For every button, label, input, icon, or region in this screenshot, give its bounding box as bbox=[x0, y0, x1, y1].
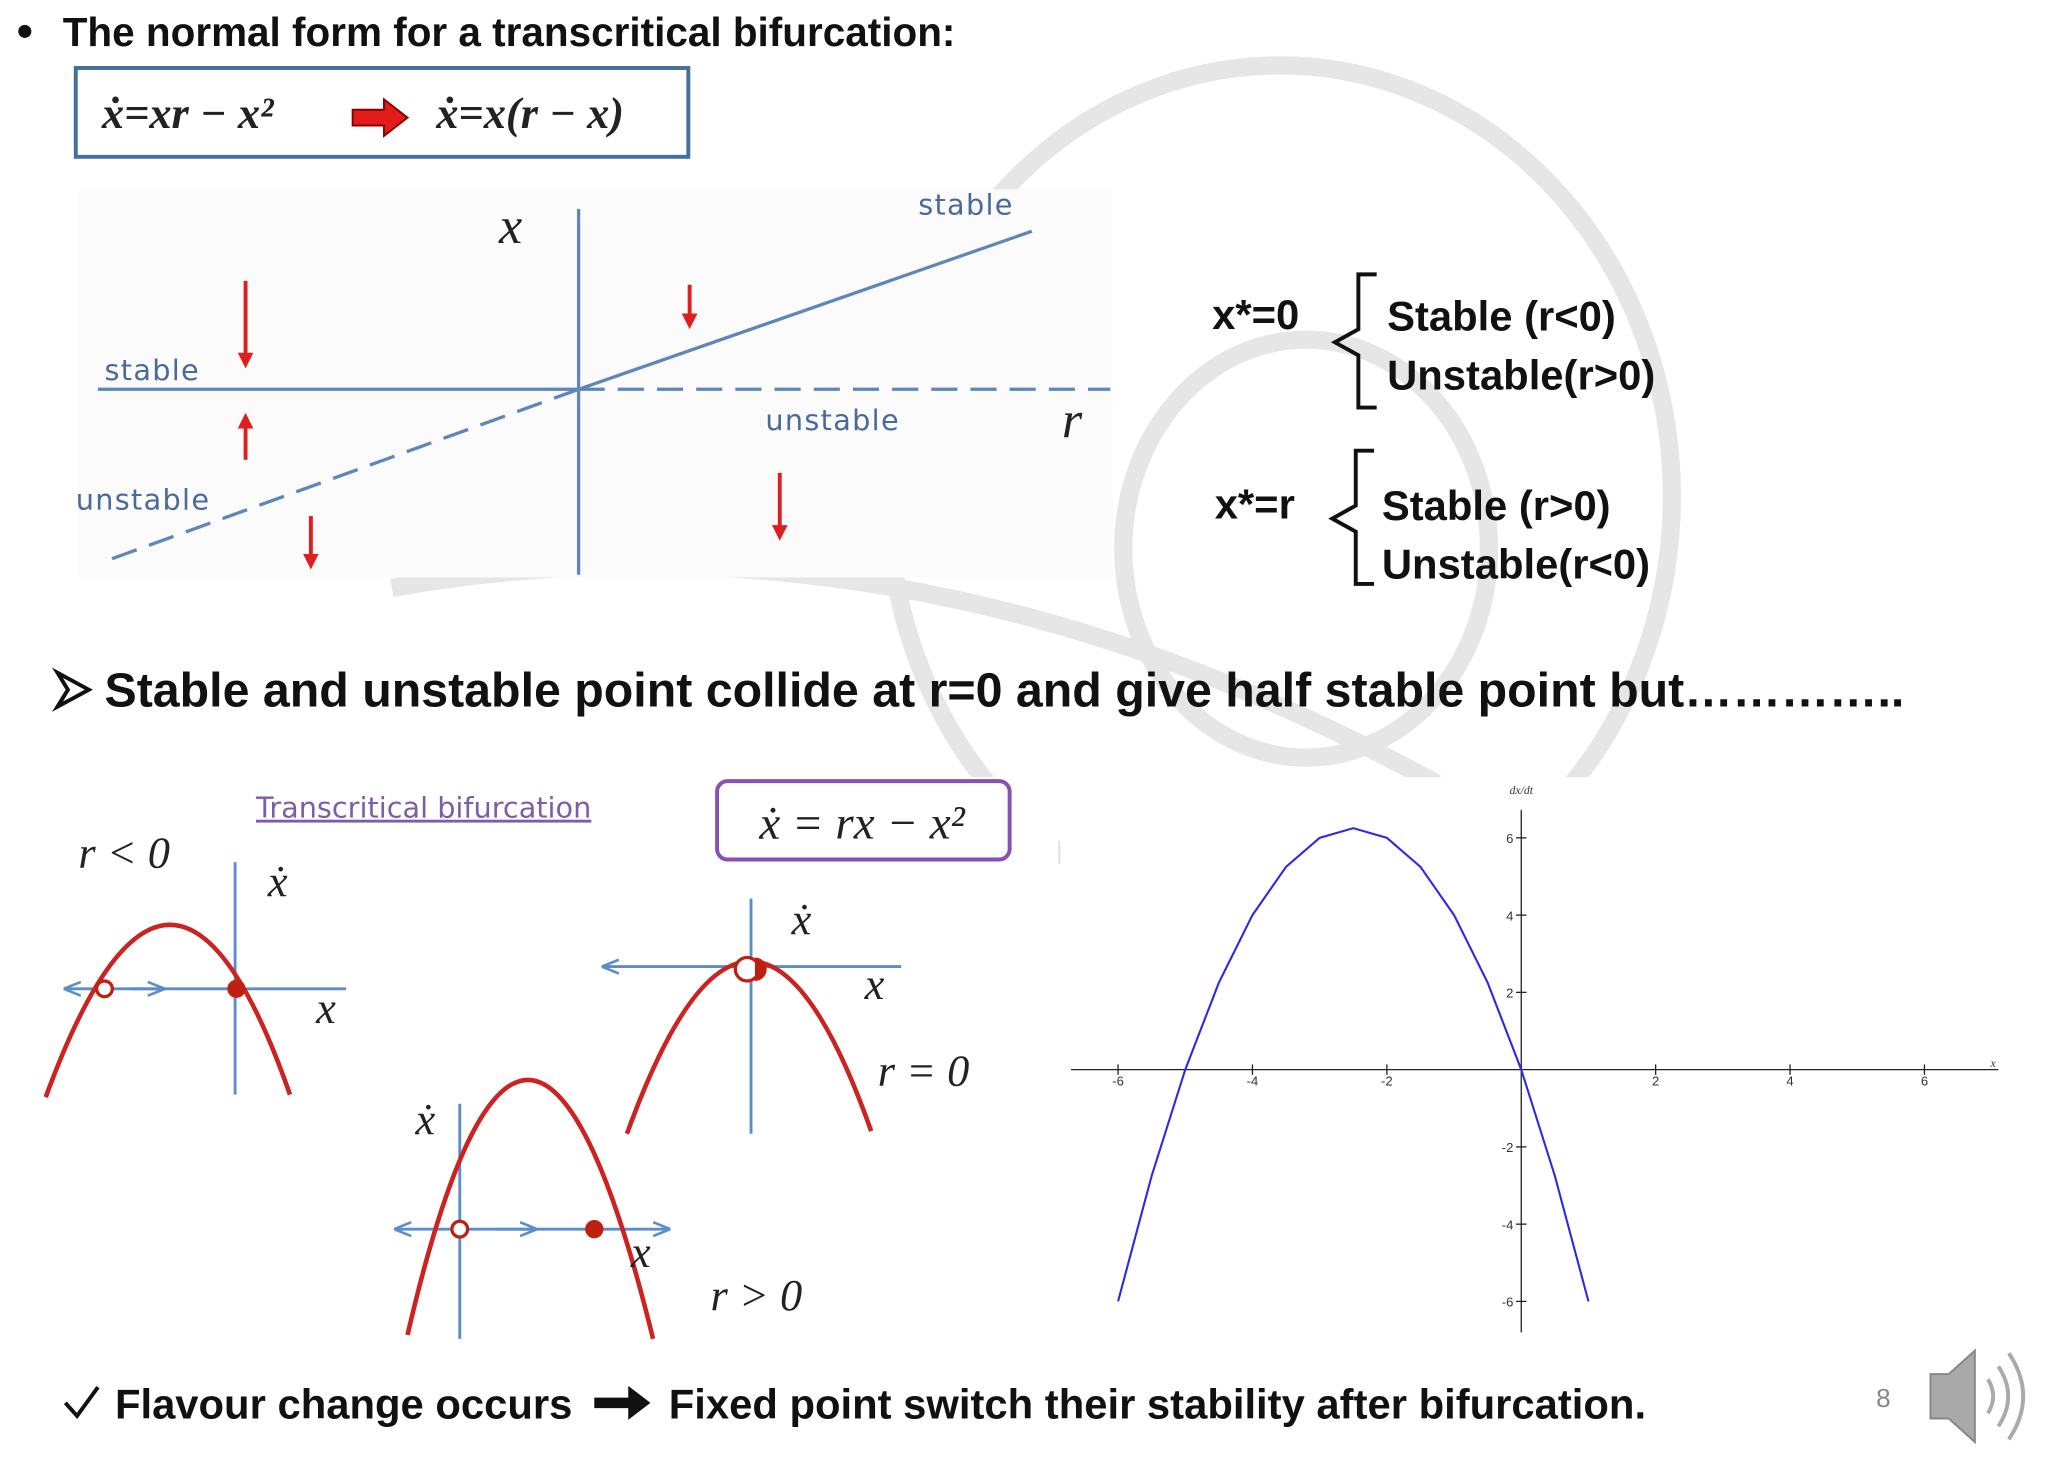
x-tick-label: 6 bbox=[1921, 1073, 1928, 1088]
bifurcation-diagram: x r stable stable unstable unstable bbox=[76, 187, 1113, 578]
statement: Stable and unstable point collide at r=0… bbox=[104, 664, 1904, 718]
axis-label: x bbox=[315, 983, 336, 1033]
flow-arrows bbox=[237, 280, 788, 570]
branch-label: stable bbox=[918, 187, 1014, 221]
phase-portraits: Transcritical bifurcation ẋ = rx − x² r … bbox=[43, 777, 1058, 1346]
arrow bbox=[594, 1385, 651, 1420]
portrait-title: Transcritical bifurcation bbox=[255, 791, 591, 825]
page-number: 8 bbox=[1876, 1383, 1891, 1413]
axis-label: ẋ bbox=[414, 1094, 435, 1144]
bullet-dot bbox=[18, 24, 32, 38]
x-tick-label: 4 bbox=[1786, 1073, 1793, 1088]
stable-branch bbox=[578, 229, 1033, 391]
x-tick-label: -2 bbox=[1381, 1073, 1393, 1088]
condition: r = 0 bbox=[878, 1045, 970, 1095]
axis-label: r bbox=[1062, 392, 1083, 450]
branch-label: stable bbox=[104, 353, 200, 387]
y-tick-label: 2 bbox=[1506, 986, 1513, 1001]
equation-box bbox=[715, 779, 1012, 862]
y-tick-label: -6 bbox=[1502, 1295, 1514, 1310]
x-tick-label: -4 bbox=[1247, 1073, 1259, 1088]
fixed-point: x*=0 bbox=[1212, 291, 1299, 338]
stability: Stable (r>0) bbox=[1382, 482, 1611, 529]
fixed-point: x*=r bbox=[1215, 481, 1295, 528]
fixed-points: x*=0 Stable (r<0) Unstable(r>0) x*=r Sta… bbox=[1212, 272, 1655, 588]
unstable-branch bbox=[110, 387, 580, 561]
axis-label: x bbox=[630, 1227, 651, 1277]
arrow bbox=[351, 97, 410, 138]
axis-label: ẋ bbox=[267, 856, 288, 906]
conclusion: Flavour change occurs bbox=[115, 1381, 572, 1428]
axis-label: x bbox=[498, 197, 522, 255]
equation: ẋ=x(r − x) bbox=[435, 88, 624, 138]
branch-label: unstable bbox=[765, 403, 900, 437]
brace bbox=[1328, 448, 1375, 586]
chart-background bbox=[1060, 777, 2021, 1339]
equation: ẋ = rx − x² bbox=[758, 798, 965, 850]
arrow-bullet bbox=[51, 667, 93, 712]
stable-point bbox=[227, 979, 246, 998]
conclusion: Fixed point switch their stability after… bbox=[669, 1381, 1646, 1428]
condition: r > 0 bbox=[711, 1270, 803, 1320]
equation: ẋ=xr − x² bbox=[101, 88, 275, 138]
unstable-point bbox=[450, 1219, 470, 1239]
bullet-text: The normal form for a transcritical bifu… bbox=[63, 9, 956, 55]
condition: r < 0 bbox=[78, 827, 170, 877]
parabola bbox=[43, 922, 293, 1098]
y-tick-label: 6 bbox=[1506, 831, 1513, 846]
y-tick-label: 4 bbox=[1506, 908, 1513, 923]
axis-label: ẋ bbox=[791, 894, 812, 944]
x-tick-label: -6 bbox=[1112, 1073, 1124, 1088]
parabola bbox=[405, 1077, 656, 1340]
stability: Stable (r<0) bbox=[1387, 293, 1616, 340]
x-tick-label: 2 bbox=[1652, 1073, 1659, 1088]
curve bbox=[1117, 827, 1590, 1302]
y-tick-label: -4 bbox=[1502, 1217, 1514, 1232]
x-axis-label: x bbox=[1990, 1057, 1997, 1070]
half-stable-point bbox=[754, 957, 767, 981]
stability: Unstable(r>0) bbox=[1387, 351, 1655, 398]
portrait-background bbox=[45, 777, 1058, 1346]
y-axis-label: dx/dt bbox=[1510, 784, 1534, 797]
checkmark bbox=[63, 1386, 100, 1420]
branch-label: unstable bbox=[76, 482, 211, 516]
unstable-point bbox=[95, 979, 114, 999]
stable-point bbox=[585, 1219, 604, 1239]
y-tick-label: -2 bbox=[1502, 1140, 1514, 1155]
brace bbox=[1330, 272, 1377, 410]
stability: Unstable(r<0) bbox=[1382, 541, 1650, 588]
speaker-icon[interactable] bbox=[1929, 1348, 2026, 1445]
chart: -6 -4 -2 2 4 6 -6 -4 -2 2 4 6 dx/dt x bbox=[1071, 784, 1999, 1333]
axis-label: x bbox=[864, 959, 885, 1009]
